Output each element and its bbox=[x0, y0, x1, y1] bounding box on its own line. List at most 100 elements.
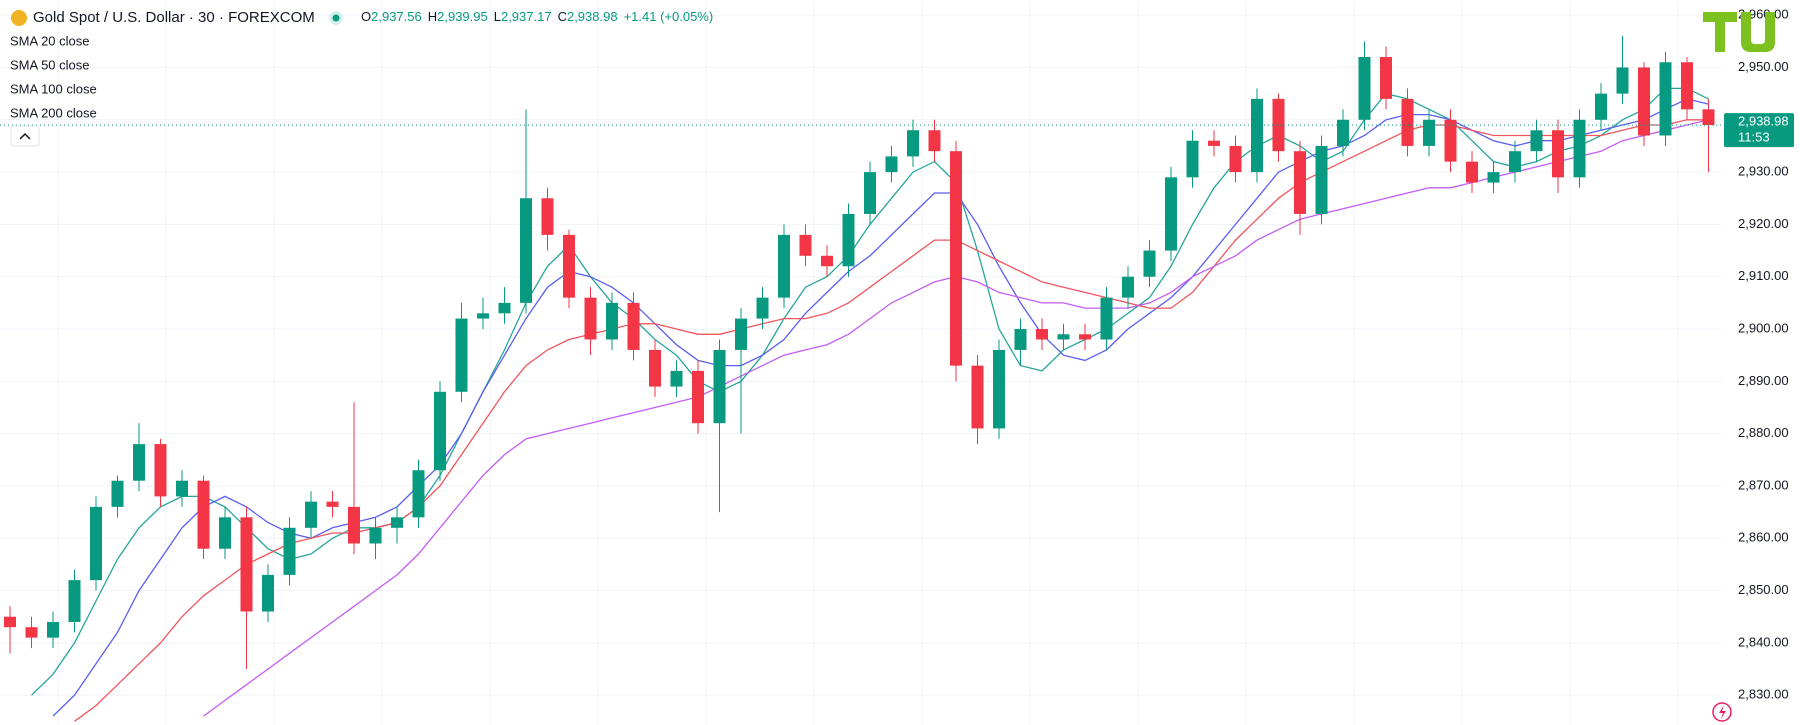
candle-body bbox=[928, 130, 941, 152]
y-tick-label: 2,920.00 bbox=[1738, 216, 1789, 231]
candle-body bbox=[1509, 151, 1521, 173]
candle-body bbox=[1315, 145, 1328, 214]
candle-body bbox=[1100, 297, 1113, 340]
candle-body bbox=[1358, 57, 1371, 120]
candles bbox=[4, 36, 1715, 670]
candle-body bbox=[606, 302, 618, 340]
y-tick-label: 2,830.00 bbox=[1738, 687, 1789, 702]
indicator-name: SMA 20 close bbox=[10, 33, 90, 48]
y-tick-label: 2,910.00 bbox=[1738, 268, 1789, 283]
candle-body bbox=[993, 349, 1005, 429]
market-status-dot bbox=[332, 14, 340, 22]
y-tick-label: 2,860.00 bbox=[1738, 530, 1789, 545]
candle-body bbox=[1294, 151, 1306, 214]
collapse-box[interactable] bbox=[10, 125, 40, 147]
alert-circle[interactable] bbox=[1712, 702, 1732, 722]
candle-body bbox=[47, 621, 59, 638]
candle-body bbox=[1595, 93, 1607, 120]
candle-body bbox=[1444, 119, 1457, 162]
candle-body bbox=[713, 349, 726, 424]
candle-body bbox=[1208, 140, 1220, 146]
candle-body bbox=[498, 302, 511, 314]
candle-body bbox=[670, 370, 683, 387]
ohlc-key: C bbox=[558, 9, 567, 24]
countdown: 11:53 bbox=[1738, 130, 1770, 145]
candle-body bbox=[971, 365, 984, 429]
last-price-box bbox=[1724, 113, 1794, 148]
logo bbox=[1703, 12, 1775, 52]
candle-body bbox=[799, 234, 812, 256]
candle-body bbox=[176, 480, 188, 497]
candle-body bbox=[520, 198, 532, 303]
indicator-name: SMA 100 close bbox=[10, 81, 97, 96]
candle-body bbox=[1122, 276, 1134, 298]
candle-body bbox=[627, 302, 640, 350]
ohlc-key: O bbox=[361, 9, 371, 24]
candle-body bbox=[1530, 130, 1543, 152]
candle-body bbox=[1681, 62, 1693, 110]
y-tick-label: 2,900.00 bbox=[1738, 320, 1789, 335]
candle-body bbox=[133, 444, 145, 481]
candle-body bbox=[262, 574, 274, 612]
y-tick-label: 2,850.00 bbox=[1738, 582, 1789, 597]
ohlc-value: 2,938.98 bbox=[567, 9, 618, 24]
candle-body bbox=[907, 130, 919, 157]
candle-body bbox=[240, 517, 253, 612]
candle-body bbox=[1487, 172, 1500, 183]
candle-body bbox=[1552, 130, 1564, 178]
vertical-grid bbox=[57, 0, 1679, 725]
candle-body bbox=[391, 517, 403, 528]
indicator-name: SMA 50 close bbox=[10, 57, 90, 72]
candle-body bbox=[1638, 67, 1650, 136]
candle-body bbox=[1616, 67, 1629, 94]
y-tick-label: 2,840.00 bbox=[1738, 634, 1789, 649]
last-price-label: 2,938.98 bbox=[1738, 114, 1789, 129]
chart-title: Gold Spot / U.S. Dollar · 30 · FOREXCOM bbox=[33, 9, 315, 26]
candle-body bbox=[1401, 98, 1414, 146]
candle-body bbox=[1014, 329, 1027, 350]
symbol-icon bbox=[11, 10, 27, 26]
candle-body bbox=[455, 318, 468, 392]
alert-icon[interactable] bbox=[1712, 702, 1732, 722]
candle-body bbox=[305, 501, 317, 528]
ohlc-header: O2,937.56 H2,939.95 L2,937.17 C2,938.98 +1.4… bbox=[361, 9, 713, 24]
candle-body bbox=[1380, 57, 1392, 99]
candle-body bbox=[821, 255, 833, 267]
y-tick-label: 2,870.00 bbox=[1738, 477, 1789, 492]
candle-body bbox=[4, 616, 16, 628]
candle-body bbox=[90, 506, 102, 581]
candle-body bbox=[563, 234, 575, 298]
legend: Gold Spot / U.S. Dollar · 30 · FOREXCOM … bbox=[10, 9, 713, 120]
candle-body bbox=[1423, 119, 1435, 146]
candle-body bbox=[348, 506, 360, 544]
candle-body bbox=[25, 627, 38, 638]
ohlc-key: L bbox=[494, 9, 501, 24]
candle-body bbox=[1229, 145, 1242, 173]
indicator-name: SMA 200 close bbox=[10, 105, 97, 120]
candle-body bbox=[1036, 329, 1048, 340]
candle-body bbox=[756, 297, 769, 319]
alert-bolt bbox=[1719, 705, 1726, 719]
candle-body bbox=[584, 297, 597, 340]
logo-stem bbox=[1715, 12, 1725, 52]
ohlc-key: H bbox=[428, 9, 437, 24]
candle-body bbox=[1573, 119, 1586, 178]
candle-body bbox=[649, 349, 661, 387]
candle-body bbox=[1659, 62, 1672, 136]
candle-body bbox=[864, 172, 876, 214]
horizontal-grid bbox=[0, 14, 1722, 696]
candle-body bbox=[1057, 334, 1070, 340]
candle-body bbox=[950, 151, 962, 366]
candle-body bbox=[369, 527, 382, 544]
candle-body bbox=[735, 318, 747, 350]
candle-body bbox=[1337, 119, 1349, 146]
candle-body bbox=[1165, 177, 1177, 251]
candle-body bbox=[842, 213, 855, 267]
candle-body bbox=[692, 370, 704, 424]
collapse-icon bbox=[19, 132, 31, 140]
collapse-button[interactable] bbox=[10, 125, 40, 147]
sma-line bbox=[52, 98, 1709, 717]
